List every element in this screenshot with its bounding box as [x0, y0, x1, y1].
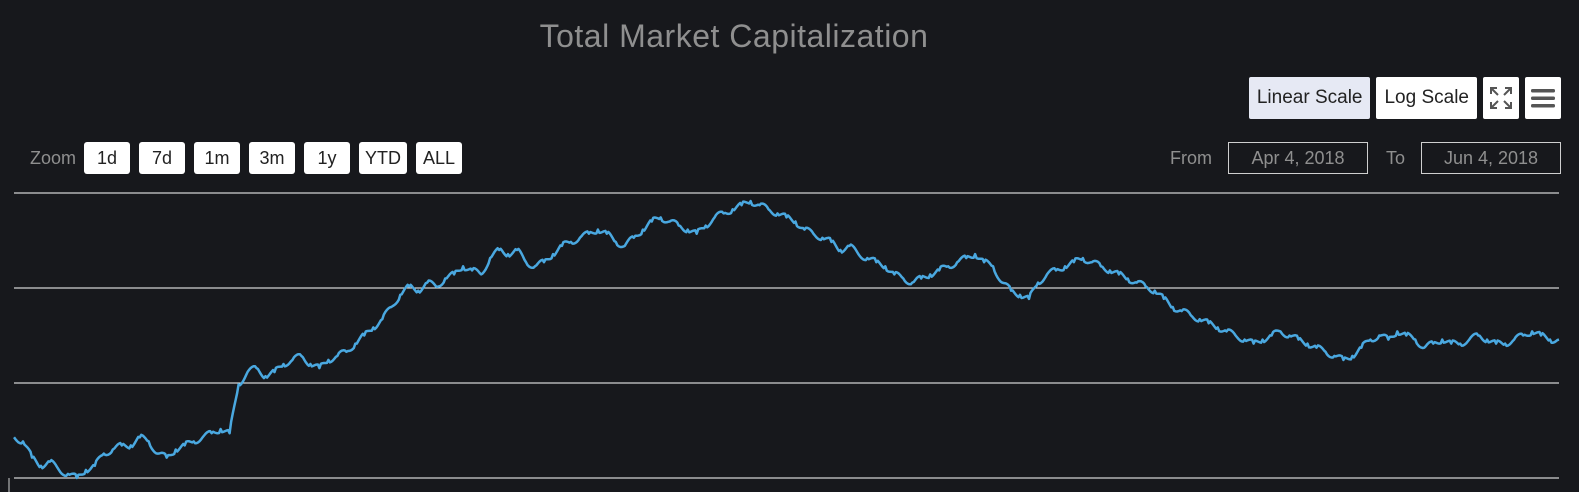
to-date-input[interactable]: Jun 4, 2018 [1421, 142, 1561, 174]
menu-icon[interactable] [1525, 77, 1561, 119]
zoom-1d-button[interactable]: 1d [84, 142, 131, 174]
date-range: From Apr 4, 2018 To Jun 4, 2018 [1170, 142, 1561, 174]
scale-controls: Linear Scale Log Scale [1248, 77, 1561, 119]
zoom-7d-button[interactable]: 7d [139, 142, 186, 174]
from-label: From [1169, 147, 1212, 168]
zoom-label: Zoom [30, 147, 77, 168]
log-scale-button[interactable]: Log Scale [1376, 77, 1477, 119]
chart-title: Total Market Capitalization [539, 18, 929, 54]
fullscreen-icon[interactable] [1483, 77, 1519, 119]
zoom-all-button[interactable]: ALL [416, 142, 463, 174]
series-layer [13, 199, 1560, 480]
series-line-0 [13, 199, 1560, 480]
to-label: To [1385, 147, 1405, 168]
zoom-1y-button[interactable]: 1y [304, 142, 351, 174]
gridlines [8, 192, 1559, 492]
linear-scale-button[interactable]: Linear Scale [1248, 77, 1371, 119]
from-date-input[interactable]: Apr 4, 2018 [1227, 142, 1368, 174]
zoom-bar: Zoom 1d 7d 1m 3m 1y YTD ALL [30, 142, 471, 174]
zoom-3m-button[interactable]: 3m [249, 142, 296, 174]
zoom-1m-button[interactable]: 1m [194, 142, 241, 174]
zoom-ytd-button[interactable]: YTD [359, 142, 408, 174]
